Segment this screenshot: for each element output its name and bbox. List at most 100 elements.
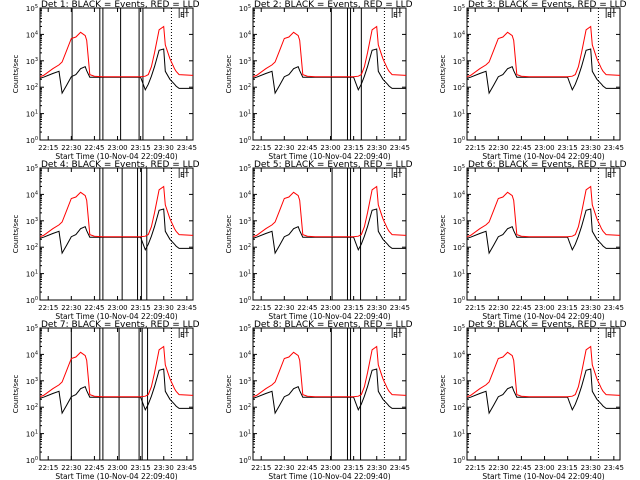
- x-axis-label: Start Time (10-Nov-04 22:09:40): [268, 152, 390, 161]
- x-tick-label: 22:15: [38, 144, 58, 152]
- x-tick-label: 22:30: [61, 144, 81, 152]
- x-tick-label: 23:00: [320, 464, 340, 472]
- x-axis-label: Start Time (10-Nov-04 22:09:40): [268, 472, 390, 480]
- x-tick-label: 22:30: [274, 304, 294, 312]
- x-tick-label: 22:45: [297, 304, 317, 312]
- x-tick-label: 23:00: [107, 304, 127, 312]
- top-marker-label: T: [397, 331, 403, 339]
- lld-series-line: [466, 25, 621, 78]
- panel-title: Det 6: BLACK = Events, RED = LLD: [468, 160, 627, 170]
- x-tick-label: 23:00: [107, 464, 127, 472]
- x-tick-label: 23:45: [177, 144, 197, 152]
- panel-det-8: Det 8: BLACK = Events, RED = LLD 100 101 10…: [225, 320, 413, 480]
- events-series-line: [252, 368, 406, 415]
- x-tick-label: 23:15: [344, 464, 364, 472]
- panel-title: Det 1: BLACK = Events, RED = LLD: [41, 0, 200, 10]
- panel-det-1: Det 1: BLACK = Events, RED = LLD 100 101 10…: [12, 0, 200, 161]
- x-tick-label: 23:00: [534, 144, 554, 152]
- x-tick-label: 22:45: [511, 144, 531, 152]
- y-axis-label: Counts/sec: [439, 55, 447, 94]
- lld-series-line: [39, 25, 194, 78]
- x-tick-label: 22:45: [84, 464, 104, 472]
- x-axis-label: Start Time (10-Nov-04 22:09:40): [268, 312, 390, 321]
- x-tick-label: 23:30: [154, 144, 174, 152]
- y-tick-label: 105: [26, 4, 38, 13]
- x-tick-label: 22:45: [511, 304, 531, 312]
- y-tick-label: 102: [26, 83, 38, 92]
- y-tick-label: 100: [453, 136, 465, 145]
- plot-frame: [39, 7, 194, 141]
- y-tick-label: 101: [239, 430, 251, 439]
- x-tick-label: 23:30: [154, 304, 174, 312]
- plot-frame: [252, 327, 407, 461]
- lld-series-line: [252, 185, 407, 238]
- y-tick-label: 102: [453, 83, 465, 92]
- y-tick-label: 102: [239, 403, 251, 412]
- y-tick-label: 105: [453, 324, 465, 333]
- y-tick-label: 101: [26, 270, 38, 279]
- x-tick-label: 22:15: [465, 464, 485, 472]
- y-tick-label: 100: [239, 456, 251, 465]
- lld-series-line: [466, 185, 621, 238]
- y-tick-label: 105: [26, 324, 38, 333]
- y-tick-label: 104: [453, 190, 465, 199]
- y-tick-label: 104: [26, 190, 38, 199]
- panel-det-9: Det 9: BLACK = Events, RED = LLD 100 101 10…: [439, 320, 627, 480]
- events-series-line: [252, 208, 406, 255]
- y-tick-label: 105: [239, 324, 251, 333]
- x-tick-label: 23:45: [177, 304, 197, 312]
- x-tick-label: 23:30: [581, 464, 601, 472]
- x-tick-label: 23:45: [390, 464, 410, 472]
- top-marker-label: T: [397, 11, 403, 19]
- x-tick-label: 23:15: [344, 144, 364, 152]
- top-marker-label: T: [611, 11, 617, 19]
- y-tick-label: 102: [453, 403, 465, 412]
- y-tick-label: 103: [453, 57, 465, 66]
- top-marker-label: T: [184, 171, 190, 179]
- x-axis-label: Start Time (10-Nov-04 22:09:40): [55, 472, 177, 480]
- y-axis-label: Counts/sec: [225, 375, 233, 414]
- x-tick-label: 22:15: [465, 304, 485, 312]
- x-tick-label: 23:30: [581, 144, 601, 152]
- y-tick-label: 103: [26, 57, 38, 66]
- y-axis-label: Counts/sec: [225, 215, 233, 254]
- panel-title: Det 4: BLACK = Events, RED = LLD: [41, 160, 200, 170]
- x-tick-label: 23:00: [107, 144, 127, 152]
- y-tick-label: 100: [239, 136, 251, 145]
- y-tick-label: 100: [26, 456, 38, 465]
- top-marker-label: E: [393, 331, 397, 339]
- top-marker-label: E: [607, 11, 611, 19]
- y-tick-label: 104: [239, 350, 251, 359]
- x-tick-label: 22:45: [297, 144, 317, 152]
- lld-series-line: [252, 25, 407, 78]
- panel-title: Det 8: BLACK = Events, RED = LLD: [254, 320, 413, 330]
- top-marker-label: T: [611, 331, 617, 339]
- events-series-line: [466, 208, 620, 255]
- x-tick-label: 23:45: [604, 304, 624, 312]
- x-axis-label: Start Time (10-Nov-04 22:09:40): [482, 472, 604, 480]
- x-tick-label: 23:00: [534, 464, 554, 472]
- y-tick-label: 101: [453, 430, 465, 439]
- lld-series-line: [39, 185, 194, 238]
- x-tick-label: 23:15: [558, 304, 578, 312]
- y-tick-label: 101: [239, 110, 251, 119]
- x-tick-label: 22:15: [38, 304, 58, 312]
- events-series-line: [39, 368, 193, 415]
- top-marker-label: T: [184, 331, 190, 339]
- events-series-line: [466, 368, 620, 415]
- y-tick-label: 104: [239, 30, 251, 39]
- lld-series-line: [252, 345, 407, 398]
- x-tick-label: 22:30: [274, 464, 294, 472]
- y-tick-label: 101: [453, 110, 465, 119]
- top-marker-label: E: [180, 331, 184, 339]
- y-tick-label: 105: [239, 4, 251, 13]
- y-tick-label: 105: [239, 164, 251, 173]
- lld-series-line: [466, 345, 621, 398]
- x-tick-label: 23:15: [131, 144, 151, 152]
- x-tick-label: 22:15: [465, 144, 485, 152]
- plot-frame: [39, 327, 194, 461]
- y-tick-label: 101: [26, 430, 38, 439]
- y-axis-label: Counts/sec: [225, 55, 233, 94]
- y-tick-label: 102: [239, 83, 251, 92]
- y-tick-label: 100: [453, 296, 465, 305]
